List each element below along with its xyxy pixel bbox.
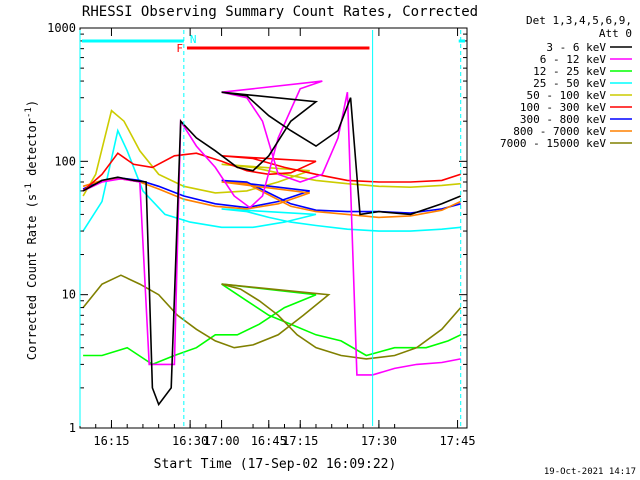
y-label-main: Corrected Count Rate (s: [25, 194, 39, 360]
x-axis-label: Start Time (17-Sep-02 16:09:22): [154, 457, 397, 472]
x-tick-label: 17:00: [204, 434, 240, 448]
series-line-4: [82, 109, 461, 197]
y-label-sup1: -1: [24, 183, 34, 194]
y-label-end: ): [25, 100, 39, 107]
series-layer: [82, 80, 462, 407]
legend-label: 25 - 50 keV: [533, 77, 606, 90]
series-line-5: [82, 152, 461, 192]
series-line-8: [82, 274, 462, 360]
plot-frame: [79, 27, 468, 429]
x-tick-label: 17:15: [282, 434, 318, 448]
y-label-sup2: -1: [24, 107, 34, 118]
legend-label: 100 - 300 keV: [520, 101, 606, 114]
x-tick-label: 17:45: [439, 434, 475, 448]
footer-date: 19-Oct-2021 14:17: [544, 467, 636, 477]
y-tick-label: 1: [69, 421, 76, 435]
x-tick-label: 17:30: [361, 434, 397, 448]
legend-label: 7000 - 15000 keV: [500, 137, 606, 150]
legend-header-line1: Det 1,3,4,5,6,9,: [526, 14, 632, 27]
y-label-mid: detector: [25, 118, 39, 183]
legend-label: 6 - 12 keV: [540, 53, 607, 66]
series-line-7: [82, 177, 462, 219]
y-tick-label: 10: [62, 288, 76, 302]
flag-label: F: [176, 42, 183, 55]
x-tick-label: 16:30: [172, 434, 208, 448]
legend-label: 800 - 7000 keV: [513, 125, 606, 138]
plot-area: [79, 27, 468, 429]
chart-title: RHESSI Observing Summary Count Rates, Co…: [82, 4, 478, 20]
legend-label: 50 - 100 keV: [527, 89, 607, 102]
series-line-1: [82, 80, 461, 376]
series-line-0: [82, 91, 462, 407]
axes-layer: 1 10 100 1000 16:15 16:30 16:45 17:00 17:15 17:30…: [47, 21, 476, 448]
x-tick-label: 16:45: [251, 434, 287, 448]
legend-header-line2: Att 0: [599, 27, 632, 40]
x-tick-label: 16:15: [93, 434, 129, 448]
legend-label: 12 - 25 keV: [533, 65, 606, 78]
legend-label: 300 - 800 keV: [520, 113, 606, 126]
y-axis-label: Corrected Count Rate (s-1 detector-1): [24, 100, 39, 360]
y-tick-label: 1000: [47, 21, 76, 35]
y-tick-label: 100: [54, 154, 76, 168]
flag-label: N: [190, 33, 197, 46]
legend-label: 3 - 6 keV: [546, 41, 606, 54]
